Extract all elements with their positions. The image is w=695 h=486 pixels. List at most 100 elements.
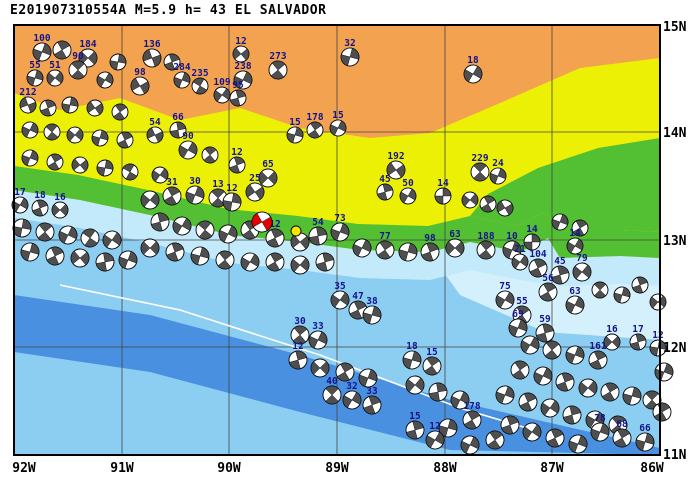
beachball (438, 418, 458, 438)
beachball (520, 335, 540, 355)
beachball-depth-label: 12 (269, 219, 280, 230)
latitude-label: 11N (663, 448, 687, 463)
beachball (358, 368, 378, 388)
beachball-depth-label: 184 (79, 39, 96, 50)
beachball-depth-label: 95 (232, 80, 244, 91)
beachball (565, 295, 585, 315)
beachball-depth-label: 90 (182, 131, 194, 142)
beachball (169, 121, 187, 139)
beachball-depth-label: 90 (72, 51, 84, 62)
beachball (290, 255, 310, 275)
beachball (310, 358, 330, 378)
beachball (245, 182, 265, 202)
beachball (140, 190, 160, 210)
beachball (535, 323, 555, 343)
beachball (398, 242, 418, 262)
beachball (51, 201, 69, 219)
beachball (195, 220, 215, 240)
beachball (335, 362, 355, 382)
beachball-depth-label: 56 (542, 273, 554, 284)
beachball (533, 366, 553, 386)
beachball (600, 382, 620, 402)
beachball-depth-label: 178 (463, 401, 480, 412)
beachball-depth-label: 69 (512, 309, 524, 320)
beachball (286, 126, 304, 144)
beachball (163, 53, 181, 71)
beachball-depth-label: 55 (29, 60, 41, 71)
beachball (290, 325, 310, 345)
terrain-ocean-nearshore-strip (14, 190, 660, 286)
beachball (118, 250, 138, 270)
beachball (102, 230, 122, 250)
beachball (66, 126, 84, 144)
beachball (463, 64, 483, 84)
beachball (495, 290, 515, 310)
beachball (190, 246, 210, 266)
beachball (461, 191, 479, 209)
beachball-depth-label: 178 (306, 112, 323, 123)
beachball (362, 305, 382, 325)
beachball (43, 123, 61, 141)
beachball-depth-label: 30 (189, 176, 201, 187)
beachball (228, 156, 246, 174)
beachball (462, 410, 482, 430)
latitude-label: 15N (663, 20, 687, 35)
beachball (96, 71, 114, 89)
beachball (542, 340, 562, 360)
beachball (510, 360, 530, 380)
beachball (434, 187, 452, 205)
beachball (538, 282, 558, 302)
beachball (31, 199, 49, 217)
beachball (495, 385, 515, 405)
beachball (649, 293, 667, 311)
beachball (201, 146, 219, 164)
beachball-depth-label: 32 (346, 381, 357, 392)
latitude-label: 13N (663, 234, 687, 249)
beachball-depth-label: 12 (429, 421, 440, 432)
beachball (150, 212, 170, 232)
beachball (479, 195, 497, 213)
beachball (162, 186, 182, 206)
beachball (142, 48, 162, 68)
beachball (315, 252, 335, 272)
longitude-label: 92W (12, 461, 36, 476)
beachball (218, 224, 238, 244)
beachball (233, 70, 253, 90)
beachball (568, 434, 588, 454)
beachball (91, 129, 109, 147)
longitude-label: 87W (540, 461, 564, 476)
beachball (405, 420, 425, 440)
beachball (508, 318, 528, 338)
beachball (399, 187, 417, 205)
beachball (173, 71, 191, 89)
beachball (35, 222, 55, 242)
beachball (588, 350, 608, 370)
beachball-depth-label: 229 (471, 153, 488, 164)
beachball (70, 248, 90, 268)
beachball (562, 405, 582, 425)
beachball-depth-label: 24 (492, 158, 504, 169)
latitude-label: 12N (663, 341, 687, 356)
beachball (603, 333, 621, 351)
beachball (178, 140, 198, 160)
beachball (631, 276, 649, 294)
beachball (19, 96, 37, 114)
beachball-depth-label: 192 (387, 151, 404, 162)
longitude-label: 91W (110, 461, 134, 476)
main-event-beachball (251, 211, 273, 233)
beachball-depth-label: 136 (143, 39, 160, 50)
beachball (222, 192, 242, 212)
map-title: E201907310554A M=5.9 h= 43 EL SALVADOR (10, 3, 327, 18)
longitude-label: 86W (640, 461, 664, 476)
beachball-depth-label: 73 (334, 213, 346, 224)
beachball (46, 69, 64, 87)
beachball (26, 69, 44, 87)
beachball (39, 99, 57, 117)
beachball (268, 60, 288, 80)
beachball (476, 240, 496, 260)
beachball-depth-label: 63 (569, 286, 581, 297)
beachball (405, 375, 425, 395)
beachball (578, 378, 598, 398)
beachball-depth-label: 65 (262, 159, 274, 170)
